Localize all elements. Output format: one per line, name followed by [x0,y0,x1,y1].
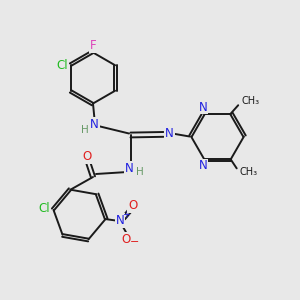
Text: O: O [128,199,137,212]
Text: Cl: Cl [39,202,50,215]
Text: O: O [82,150,91,164]
Text: Cl: Cl [56,59,68,72]
Text: CH₃: CH₃ [242,96,260,106]
Text: +: + [122,210,130,220]
Text: N: N [198,160,207,172]
Text: O: O [122,233,131,246]
Text: F: F [90,39,96,52]
Text: H: H [81,125,89,135]
Text: N: N [124,162,134,176]
Text: H: H [136,167,144,177]
Text: N: N [90,118,99,131]
Text: CH₃: CH₃ [239,167,257,177]
Text: N: N [198,100,207,113]
Text: N: N [116,214,124,227]
Text: −: − [130,237,140,247]
Text: N: N [165,127,174,140]
